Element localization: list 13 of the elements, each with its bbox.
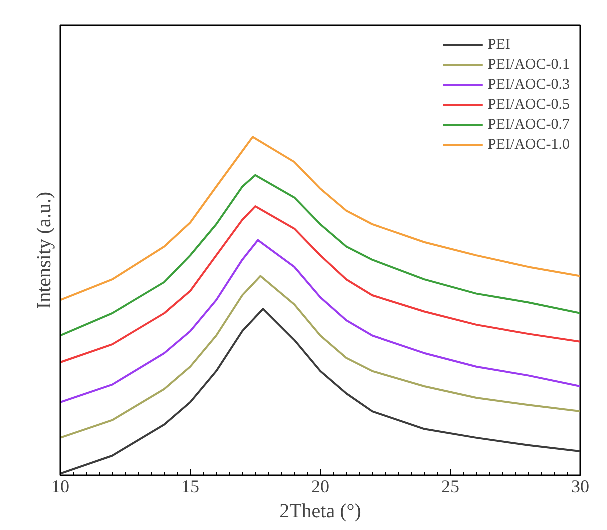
legend-label: PEI <box>488 36 510 54</box>
x-tick-label: 30 <box>572 476 590 496</box>
legend-label: PEI/AOC-0.3 <box>488 76 570 94</box>
x-tick-label: 20 <box>312 476 330 496</box>
x-tick-label: 10 <box>52 476 70 496</box>
legend-label: PEI/AOC-0.5 <box>488 96 570 114</box>
legend-label: PEI/AOC-1.0 <box>488 136 570 154</box>
x-tick-label: 25 <box>442 476 460 496</box>
x-axis-title: 2Theta (°) <box>280 500 362 522</box>
x-tick-label: 15 <box>182 476 200 496</box>
y-axis-title: Intensity (a.u.) <box>34 192 56 310</box>
legend-label: PEI/AOC-0.1 <box>488 56 570 74</box>
legend-label: PEI/AOC-0.7 <box>488 116 570 134</box>
